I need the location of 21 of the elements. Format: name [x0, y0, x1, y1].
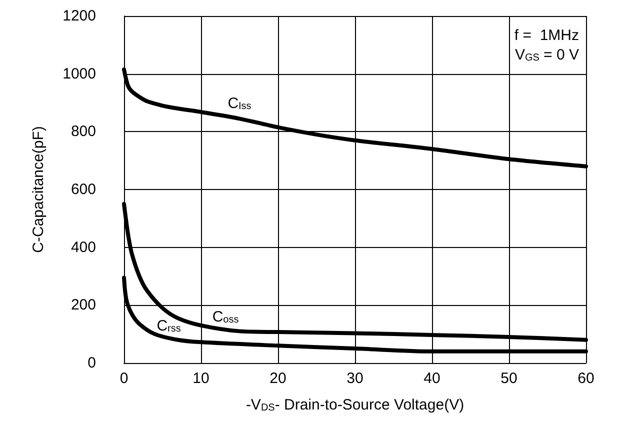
x-tick-label: 20 — [270, 370, 286, 387]
x-tick-label: 50 — [500, 370, 518, 387]
x-tick-label: 60 — [578, 370, 594, 387]
x-tick-label: 10 — [192, 370, 210, 387]
y-tick-label: 200 — [70, 296, 96, 314]
y-tick-label: 1000 — [62, 65, 96, 82]
y-tick-label: 0 — [88, 354, 96, 372]
x-tick-label: 0 — [120, 370, 128, 387]
annotation: VGS = 0 V — [514, 46, 579, 64]
x-tick-label: 40 — [424, 370, 440, 387]
y-tick-label: 400 — [70, 238, 96, 256]
annotation: f = 1MHz — [514, 27, 580, 44]
y-tick-label: 800 — [70, 123, 96, 140]
series-label: CIss — [228, 95, 252, 112]
x-axis-title: -VDS- Drain-to-Source Voltage(V) — [246, 396, 464, 414]
x-tick-label: 30 — [346, 370, 364, 387]
y-tick-label: 1200 — [62, 8, 96, 24]
series-label: Crss — [156, 318, 181, 335]
series-label: Coss — [212, 308, 239, 326]
y-axis-title: C-Capacitance(pF) — [30, 126, 47, 253]
y-tick-label: 600 — [70, 181, 96, 198]
